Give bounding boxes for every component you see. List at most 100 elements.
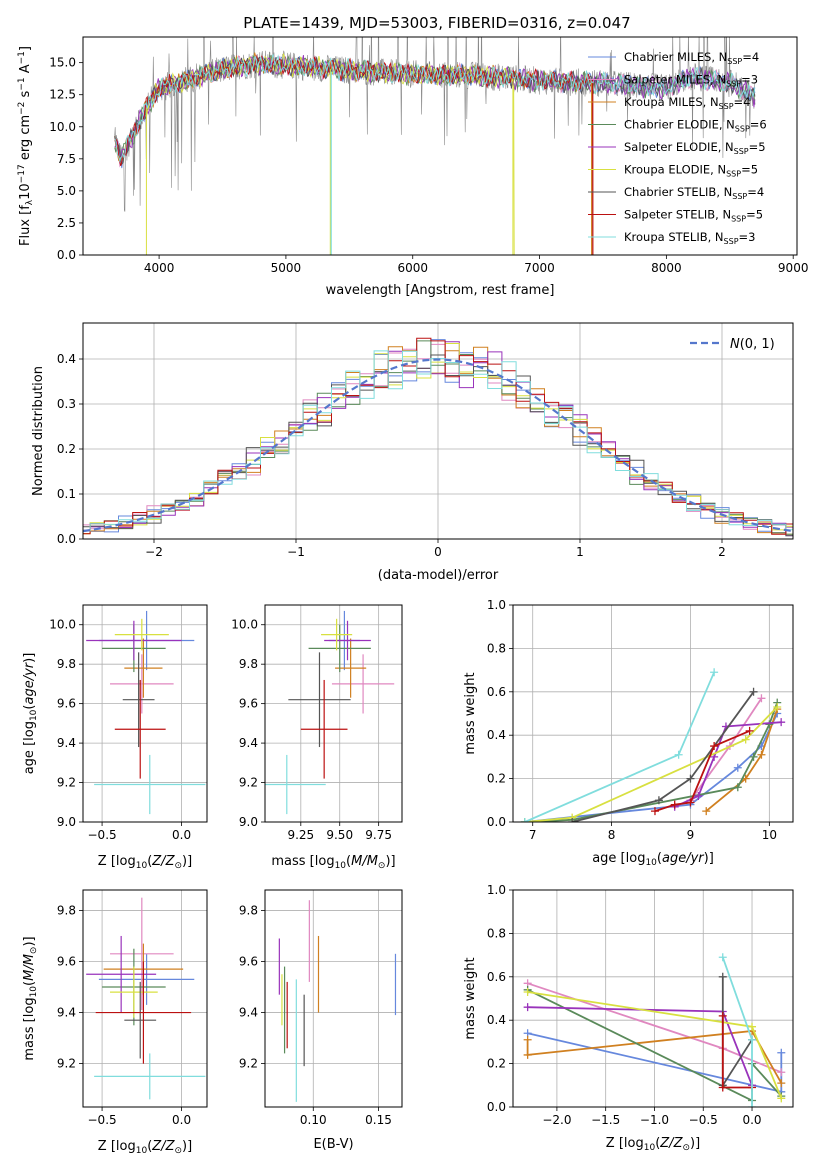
x-tick-label: 0.15 [365,1113,392,1127]
legend-subscript: SSP [734,147,749,156]
legend-subscript: SSP [726,170,741,179]
y-tick-label: 0.2 [57,442,76,456]
y-tick-label: 0.8 [487,926,506,940]
y-tick-label: 0.0 [487,815,506,829]
x-axis-label: E(B-V) [313,1137,353,1152]
y-axis-label: mass weight [463,672,478,754]
x-tick-label: 7000 [524,261,555,275]
y-tick-label: 10.0 [49,120,76,134]
weight-point-marker [733,763,742,772]
histogram-series [83,354,793,537]
weight-series-line [526,1030,783,1084]
legend-subscript: SSP [731,215,746,224]
legend-value: =3 [739,230,756,244]
label-part: ( [657,851,662,866]
y-tick-label: 0.4 [57,352,76,366]
label-part: M/M [351,854,378,869]
legend-value: =4 [742,50,759,64]
weight-point-marker [773,702,782,711]
x-tick-label: 9000 [778,261,809,275]
x-tick-label: −1.5 [591,1113,620,1127]
plot-area-residuals [83,323,793,539]
x-tick-label: 0.0 [742,1113,761,1127]
plot-area-age_vs_Z [83,605,207,822]
weight-point-marker [523,1035,532,1044]
axes-frame [82,889,208,1108]
weight-point-marker [749,752,758,761]
legend-name: Kroupa STELIB, N [624,230,724,244]
label-part: M/M [22,954,37,981]
x-tick-label: 0 [434,545,442,559]
y-tick-label: 0.2 [487,1057,506,1071]
weight-point-marker [748,1035,757,1044]
y-tick-label: 0.2 [487,772,506,786]
figure-title: PLATE=1439, MJD=53003, FIBERID=0316, z=0… [243,14,630,32]
label-part: log [116,854,136,869]
weight-point-marker [523,1050,532,1059]
panel-mass_vs_Z: −0.5 0.09.29.49.69.8Z [log10(Z/Z⊙)]mass [… [22,889,208,1156]
label-part: ( [22,981,37,986]
x-tick-label: 6000 [397,261,428,275]
weight-point-marker [733,783,742,792]
label-part: Z [ [98,1139,116,1154]
label-part: erg cm [18,115,33,164]
weight-point-marker [718,1083,727,1092]
y-tick-label: 10.0 [49,618,76,632]
y-tick-label: 9.4 [239,1006,258,1020]
legend-subscript: SSP [735,125,750,134]
legend-label: Chabrier STELIB, NSSP=4 [624,185,764,201]
y-tick-label: 7.5 [57,152,76,166]
weight-point-marker [686,798,695,807]
legend-label: Salpeter ELODIE, NSSP=5 [624,140,766,156]
panel-age_vs_mass: 9.25 9.50 9.75 9.0 9.2 9.4 9.6 9.8 10.0 mass [log… [231,604,403,871]
y-tick-label: 10.0 [231,618,258,632]
y-tick-label: 0.4 [487,1013,506,1027]
legend-value: =4 [734,95,751,109]
x-axis-label: Z [log10(Z/Z⊙)] [606,1136,700,1153]
x-tick-label: 9 [687,828,695,842]
legend-value: =4 [747,185,764,199]
spectrum-model-line [114,56,756,165]
weight-point-marker [757,694,766,703]
y-tick-label: 1.0 [487,598,506,612]
y-tick-label: 2.5 [57,216,76,230]
weight-point-marker [718,972,727,981]
x-tick-label: 9.75 [365,828,392,842]
legend-name: Kroupa ELODIE, N [624,163,726,177]
weight-point-marker [710,742,719,751]
label-part: )] [704,851,714,866]
x-tick-label: −0.5 [689,1113,718,1127]
x-axis-label: Z [log10(Z/Z⊙)] [98,854,192,871]
weight-point-marker [694,791,703,800]
x-axis-label: wavelength [Angstrom, rest frame] [326,283,555,298]
label-part: age/yr [22,661,37,704]
legend-subscript: SSP [727,57,742,66]
x-tick-label: 10 [762,828,777,842]
y-tick-label: 9.0 [57,815,76,829]
x-axis-label: Z [log10(Z/Z⊙)] [98,1139,192,1156]
x-axis-label: mass [log10(M/M⊙)] [271,854,395,871]
weight-point-marker [710,668,719,677]
x-tick-label: −0.5 [88,1113,117,1127]
label-part: A [18,64,33,77]
y-axis-label: mass weight [463,957,478,1039]
label-part: Z [ [606,1136,624,1151]
weight-point-marker [765,720,774,729]
label-part: 10 [644,1143,656,1153]
label-part: )] [690,1136,700,1151]
legend-name: Salpeter ELODIE, N [624,140,734,154]
x-tick-label: 5000 [271,261,302,275]
weight-point-marker [686,774,695,783]
plot-area-mass_vs_EBV [265,890,402,1107]
y-tick-label: 0.4 [487,728,506,742]
label-part: s [18,90,33,101]
axes-frame [82,604,208,823]
x-tick-label: −2 [145,545,163,559]
x-tick-label: 7 [529,828,537,842]
label-part: Z/Z [151,854,175,869]
label-part: ⊙ [378,861,386,871]
weight-point-marker [748,1103,757,1107]
y-tick-label: 9.6 [239,697,258,711]
y-axis-label: age [log10(age/yr)] [22,653,39,775]
